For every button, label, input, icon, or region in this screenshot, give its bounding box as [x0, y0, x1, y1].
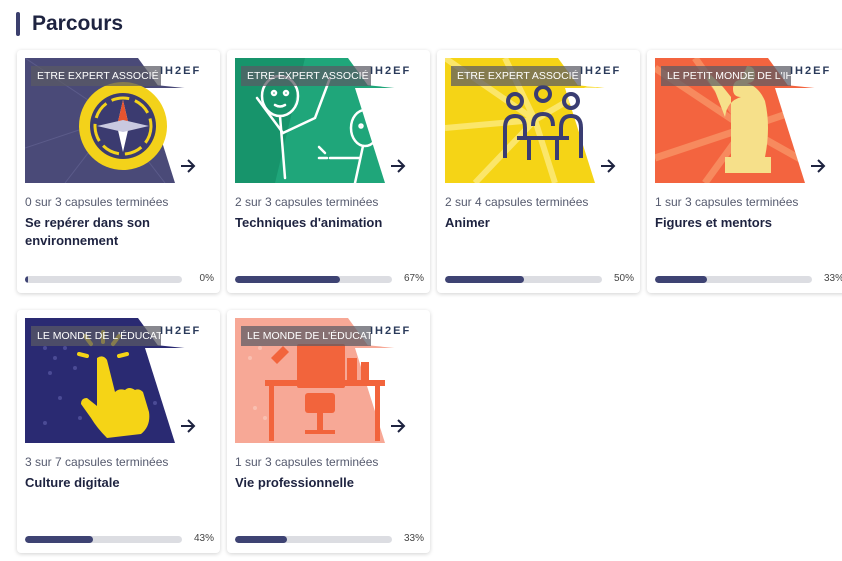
progress-percent: 33%: [823, 273, 842, 284]
open-course-button[interactable]: [390, 159, 414, 183]
open-course-button[interactable]: [180, 419, 204, 443]
progress-fill: [25, 536, 93, 543]
course-thumbnail: IH2EF LE MONDE DE L'ÉDUCATION: [25, 318, 204, 443]
page-title: Parcours: [32, 12, 124, 35]
capsule-count: 2 sur 3 capsules terminées: [235, 195, 379, 209]
open-course-button[interactable]: [810, 159, 834, 183]
progress-percent: 43%: [193, 533, 214, 544]
course-card[interactable]: IH2EF LE MONDE DE L'ÉDUCATION 3 sur 7 ca…: [17, 310, 220, 553]
course-title: Techniques d'animation: [235, 215, 383, 230]
progress-bar: [445, 276, 602, 283]
title-accent-bar: [16, 12, 20, 36]
capsule-count: 2 sur 4 capsules terminées: [445, 195, 589, 209]
progress-bar: [235, 536, 392, 543]
course-thumbnail: IH2EF LE MONDE DE L'ÉDUCATION: [235, 318, 414, 443]
course-thumbnail: IH2EF LE PETIT MONDE DE L'IH2EF: [655, 58, 834, 183]
category-badge: LE MONDE DE L'ÉDUCATION: [241, 326, 371, 346]
progress-percent: 50%: [613, 273, 634, 284]
course-thumbnail: IH2EF ETRE EXPERT ASSOCIÉ: [235, 58, 414, 183]
progress-percent: 33%: [403, 533, 424, 544]
capsule-count: 1 sur 3 capsules terminées: [655, 195, 799, 209]
progress-bar: [235, 276, 392, 283]
progress-fill: [655, 276, 707, 283]
course-card[interactable]: IH2EF LE PETIT MONDE DE L'IH2EF 1 sur 3 …: [647, 50, 842, 293]
progress-fill: [25, 276, 29, 283]
category-badge: LE PETIT MONDE DE L'IH2EF: [661, 66, 791, 86]
open-course-button[interactable]: [390, 419, 414, 443]
category-badge: ETRE EXPERT ASSOCIÉ: [31, 66, 161, 86]
course-title: Culture digitale: [25, 475, 120, 490]
course-card[interactable]: IH2EF ETRE EXPERT ASSOCIÉ 0 sur 3 capsul…: [17, 50, 220, 293]
category-badge: ETRE EXPERT ASSOCIÉ: [451, 66, 581, 86]
course-title: Se repérer dans son environnement: [25, 215, 150, 248]
progress-percent: 0%: [199, 273, 214, 284]
progress-fill: [445, 276, 524, 283]
progress-percent: 67%: [403, 273, 424, 284]
course-card[interactable]: IH2EF ETRE EXPERT ASSOCIÉ 2 sur 4 capsul…: [437, 50, 640, 293]
open-course-button[interactable]: [180, 159, 204, 183]
progress-bar: [25, 276, 182, 283]
arrow-right-icon: [391, 419, 406, 433]
course-card[interactable]: IH2EF LE MONDE DE L'ÉDUCATION 1 sur 3 ca…: [227, 310, 430, 553]
category-badge: ETRE EXPERT ASSOCIÉ: [241, 66, 371, 86]
arrow-right-icon: [601, 159, 616, 173]
arrow-right-icon: [391, 159, 406, 173]
arrow-right-icon: [181, 159, 196, 173]
progress-bar: [25, 536, 182, 543]
progress-fill: [235, 536, 287, 543]
capsule-count: 1 sur 3 capsules terminées: [235, 455, 379, 469]
open-course-button[interactable]: [600, 159, 624, 183]
arrow-right-icon: [811, 159, 826, 173]
progress-fill: [235, 276, 341, 283]
capsule-count: 3 sur 7 capsules terminées: [25, 455, 169, 469]
category-badge: LE MONDE DE L'ÉDUCATION: [31, 326, 161, 346]
capsule-count: 0 sur 3 capsules terminées: [25, 195, 169, 209]
course-title: Vie professionnelle: [235, 475, 354, 490]
course-title: Figures et mentors: [655, 215, 773, 230]
arrow-right-icon: [181, 419, 196, 433]
course-thumbnail: IH2EF ETRE EXPERT ASSOCIÉ: [445, 58, 624, 183]
progress-bar: [655, 276, 812, 283]
course-card[interactable]: IH2EF ETRE EXPERT ASSOCIÉ 2 sur 3 capsul…: [227, 50, 430, 293]
course-title: Animer: [445, 215, 490, 230]
course-thumbnail: IH2EF ETRE EXPERT ASSOCIÉ: [25, 58, 204, 183]
